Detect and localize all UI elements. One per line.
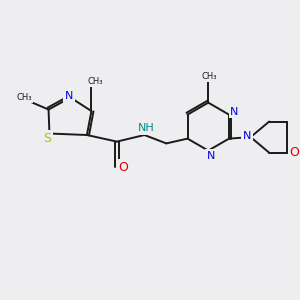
- Text: N: N: [230, 106, 238, 117]
- Text: S: S: [43, 131, 51, 145]
- Text: CH₃: CH₃: [16, 93, 32, 102]
- Text: N: N: [243, 130, 251, 141]
- Text: O: O: [290, 146, 300, 159]
- Text: NH: NH: [138, 123, 154, 134]
- Text: N: N: [206, 151, 215, 161]
- Text: O: O: [118, 161, 128, 174]
- Text: CH₃: CH₃: [87, 76, 103, 85]
- Text: N: N: [65, 91, 73, 101]
- Text: CH₃: CH₃: [201, 72, 217, 81]
